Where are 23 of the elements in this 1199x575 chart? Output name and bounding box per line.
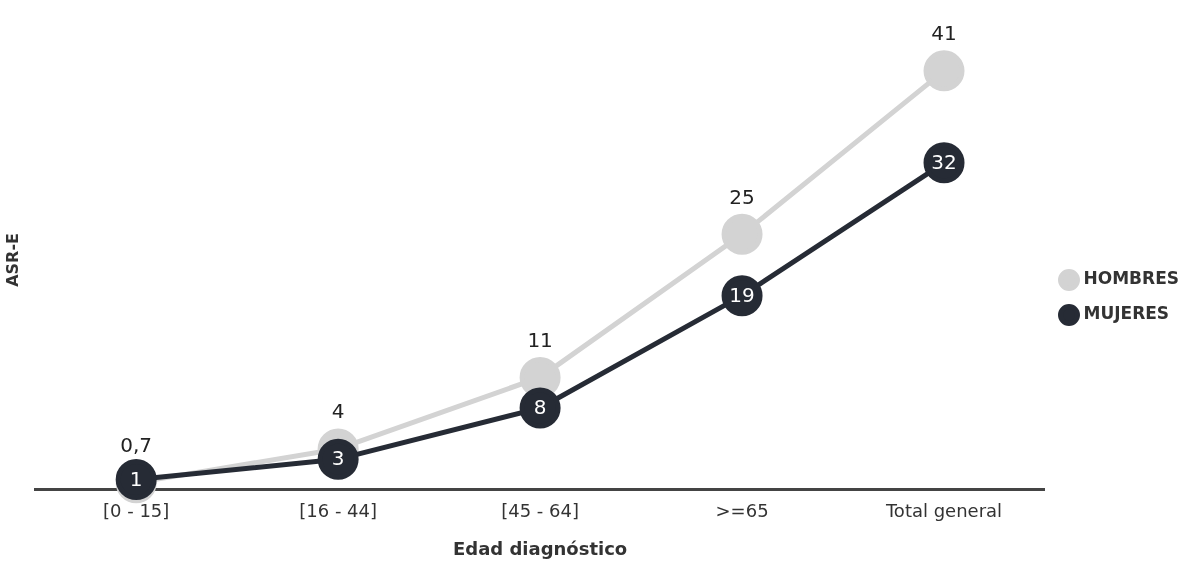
x-tick-label: [16 - 44] — [299, 500, 378, 522]
data-label: 25 — [729, 184, 755, 209]
x-axis-title: Edad diagnóstico — [452, 537, 628, 559]
data-label: 8 — [533, 395, 547, 420]
data-label: 19 — [729, 282, 755, 307]
data-label: 0,7 — [120, 432, 153, 457]
point — [923, 50, 965, 92]
x-tick-label: Total general — [884, 500, 1003, 522]
x-tick-label: >=65 — [715, 500, 769, 522]
point — [721, 213, 763, 255]
legend-label: MUJERES — [1083, 303, 1170, 324]
point — [519, 387, 561, 429]
point — [317, 438, 359, 480]
data-label: 3 — [331, 446, 345, 471]
y-axis-title: ASR-E — [2, 233, 22, 287]
data-label: 4 — [331, 399, 345, 424]
data-label: 11 — [527, 327, 553, 352]
legend-label: HOMBRES — [1083, 268, 1180, 289]
x-tick-label: [45 - 64] — [501, 500, 579, 522]
x-tick-label: [0 - 15] — [103, 500, 170, 522]
data-label: 32 — [931, 150, 957, 175]
data-label: 41 — [931, 21, 957, 46]
data-label: 1 — [129, 466, 143, 491]
